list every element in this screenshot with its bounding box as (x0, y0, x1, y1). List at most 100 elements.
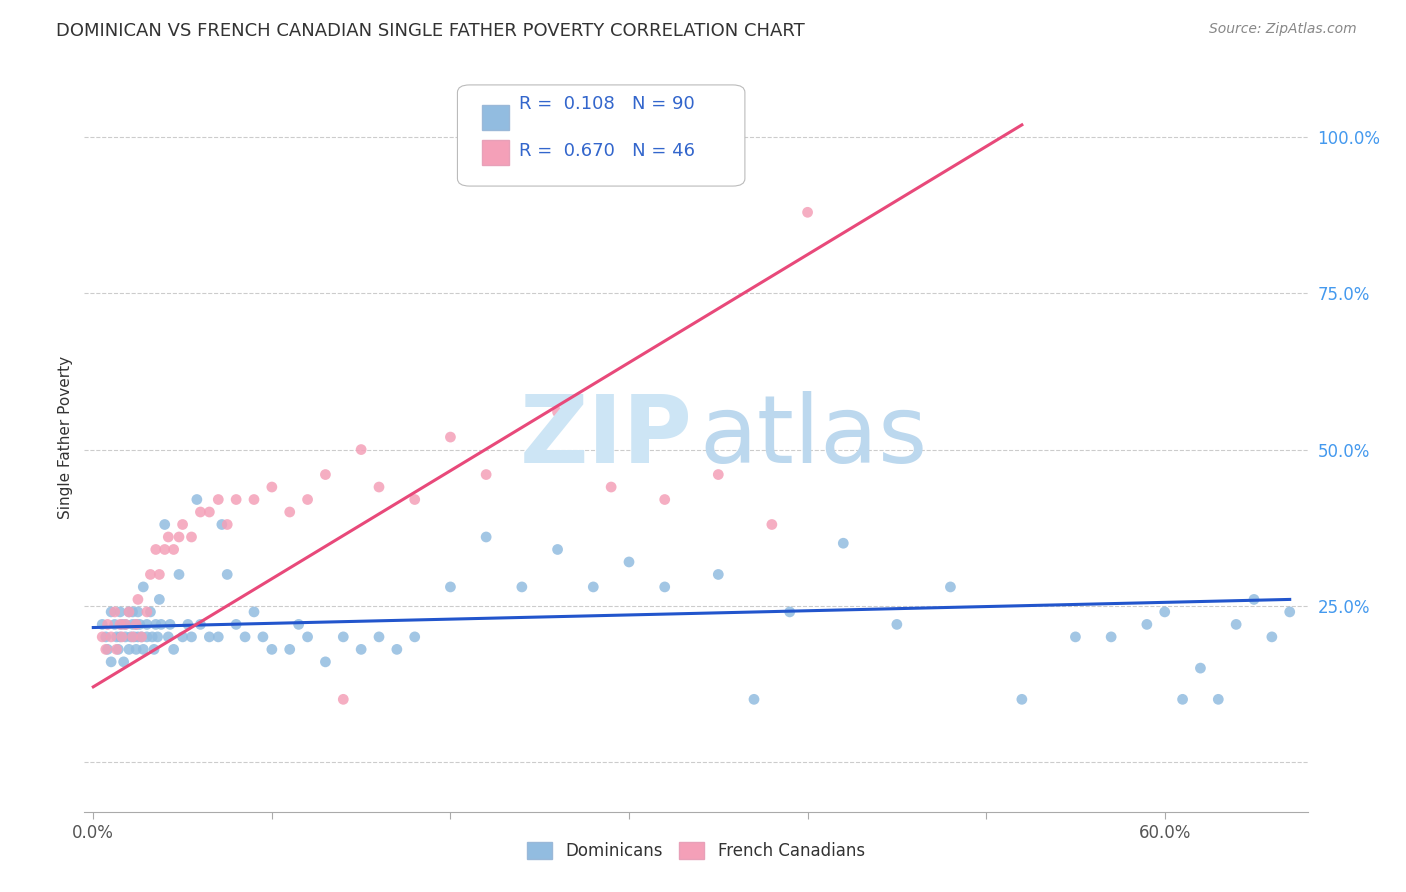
Point (198, 505, 221, 519)
Text: atlas: atlas (700, 391, 928, 483)
Point (314, 467, 336, 482)
Point (135, 605, 157, 619)
Point (118, 642, 141, 657)
Point (742, 692, 765, 706)
Point (332, 692, 354, 706)
Point (233, 630, 256, 644)
Point (111, 630, 134, 644)
Point (177, 617, 200, 632)
Point (94, 642, 117, 657)
Text: ZIP: ZIP (519, 391, 692, 483)
Point (114, 617, 136, 632)
Point (225, 492, 247, 507)
Point (217, 517, 239, 532)
Point (139, 605, 162, 619)
Point (108, 617, 131, 632)
Point (125, 617, 148, 632)
Point (707, 467, 730, 482)
Point (121, 605, 143, 619)
Point (163, 542, 186, 557)
Point (139, 567, 162, 582)
Point (886, 617, 908, 632)
Point (180, 530, 202, 544)
Point (121, 630, 143, 644)
Point (104, 605, 127, 619)
Point (761, 517, 783, 532)
Point (278, 642, 301, 657)
Point (1206, 692, 1229, 706)
Point (153, 517, 176, 532)
Point (190, 617, 212, 632)
Point (148, 567, 170, 582)
Point (350, 642, 373, 657)
FancyBboxPatch shape (482, 105, 509, 130)
Point (404, 630, 426, 644)
Point (104, 617, 127, 632)
Point (1171, 692, 1194, 706)
Point (100, 605, 122, 619)
Point (132, 642, 155, 657)
Point (153, 542, 176, 557)
Point (141, 630, 163, 644)
Point (124, 630, 146, 644)
Point (287, 617, 309, 632)
Point (150, 617, 173, 632)
FancyBboxPatch shape (457, 85, 745, 186)
Point (297, 492, 319, 507)
Point (112, 655, 135, 669)
Point (207, 492, 229, 507)
Text: R =  0.108   N = 90: R = 0.108 N = 90 (519, 95, 695, 112)
Point (1278, 605, 1301, 619)
Point (157, 630, 180, 644)
Point (654, 580, 676, 594)
FancyBboxPatch shape (482, 140, 509, 165)
Point (100, 630, 122, 644)
Point (796, 205, 818, 219)
Point (108, 630, 131, 644)
Point (190, 505, 212, 519)
Point (654, 492, 676, 507)
Point (128, 617, 150, 632)
Point (157, 530, 180, 544)
Legend: Dominicans, French Canadians: Dominicans, French Canadians (520, 836, 872, 867)
Point (121, 617, 143, 632)
Point (368, 480, 391, 494)
Point (132, 580, 155, 594)
Point (107, 642, 129, 657)
Point (385, 642, 408, 657)
Y-axis label: Single Father Poverty: Single Father Poverty (58, 356, 73, 518)
Point (148, 592, 170, 607)
Point (111, 617, 134, 632)
Point (439, 430, 461, 444)
Point (159, 617, 181, 632)
Point (131, 630, 153, 644)
Text: DOMINICAN VS FRENCH CANADIAN SINGLE FATHER POVERTY CORRELATION CHART: DOMINICAN VS FRENCH CANADIAN SINGLE FATH… (56, 22, 806, 40)
Text: Source: ZipAtlas.com: Source: ZipAtlas.com (1209, 22, 1357, 37)
Point (1099, 630, 1122, 644)
Point (243, 605, 266, 619)
Point (225, 617, 247, 632)
Point (1243, 592, 1265, 607)
Point (939, 580, 962, 594)
Point (278, 505, 301, 519)
Point (100, 655, 122, 669)
Point (314, 655, 336, 669)
Point (252, 630, 274, 644)
Point (167, 530, 190, 544)
Point (211, 517, 233, 532)
Point (91, 630, 114, 644)
Point (118, 605, 141, 619)
Point (207, 630, 229, 644)
Point (97, 617, 120, 632)
Point (105, 630, 128, 644)
Point (127, 605, 149, 619)
Point (145, 542, 167, 557)
Point (1189, 661, 1212, 675)
Point (582, 580, 605, 594)
Point (350, 442, 373, 457)
Point (120, 630, 142, 644)
Point (243, 492, 266, 507)
Point (108, 605, 131, 619)
Point (260, 642, 283, 657)
Point (617, 555, 640, 569)
